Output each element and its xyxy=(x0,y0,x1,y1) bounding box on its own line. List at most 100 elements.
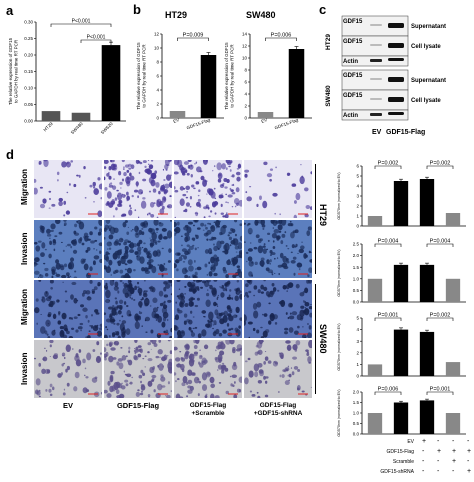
cell-mark xyxy=(44,290,49,298)
cell-mark xyxy=(269,262,271,265)
y-tick-label: 2 xyxy=(356,350,359,355)
cell-mark xyxy=(146,169,153,175)
cell-mark xyxy=(194,234,197,237)
cell-mark xyxy=(224,367,229,372)
cell-mark xyxy=(186,244,190,247)
microscopy-background xyxy=(244,160,312,218)
cell-mark xyxy=(65,300,68,303)
cell-mark xyxy=(120,187,122,189)
y-axis-label: to GAPDH by real time RT PCR xyxy=(142,44,147,108)
cell-mark xyxy=(204,263,208,268)
cell-mark xyxy=(108,355,114,363)
cell-mark xyxy=(143,247,148,253)
cell-mark xyxy=(169,350,172,355)
cell-mark xyxy=(70,294,74,300)
cell-mark xyxy=(215,328,220,335)
cell-mark xyxy=(116,195,119,197)
western-blot: GDF15 Supernatant GDF15 Cell lysate Actin GDF… xyxy=(322,12,472,142)
cell-mark xyxy=(62,281,64,283)
cell-mark xyxy=(107,225,113,230)
cell-mark xyxy=(116,305,119,309)
cell-mark xyxy=(67,262,73,270)
cell-mark xyxy=(170,174,172,177)
cell-mark xyxy=(42,356,48,362)
cell-mark xyxy=(85,315,88,319)
cell-mark xyxy=(105,266,112,274)
cell-mark xyxy=(148,190,152,193)
treatment-row: EV + - - - xyxy=(380,438,474,448)
cell-mark xyxy=(151,232,157,241)
cell-mark xyxy=(309,251,312,253)
cell-mark xyxy=(106,393,112,398)
microscopy-background xyxy=(34,160,102,218)
cell-mark xyxy=(174,221,177,228)
cell-mark xyxy=(236,280,240,283)
treatment-row: GDF15-shRNA - - - + xyxy=(380,468,474,478)
cell-mark xyxy=(221,163,226,170)
cell-mark xyxy=(260,284,264,290)
cell-mark xyxy=(266,173,273,178)
cell-line-label: SW480 xyxy=(318,324,328,354)
cell-mark xyxy=(53,248,56,252)
cell-mark xyxy=(169,336,172,338)
y-tick-label: 1 xyxy=(356,362,359,367)
cell-mark xyxy=(186,190,188,193)
y-tick-label: 5 xyxy=(356,316,359,321)
treatment-table: EV + - - - GDF15-Flag - + + + Scramble - - + - GDF15-sh… xyxy=(380,438,474,482)
cell-mark xyxy=(118,362,124,370)
microscopy-image xyxy=(244,280,312,338)
cell-mark xyxy=(41,297,46,303)
cell-mark xyxy=(104,389,108,394)
y-tick-label: 1.5 xyxy=(353,265,360,270)
cell-mark xyxy=(149,237,151,239)
cell-mark xyxy=(87,319,90,323)
cell-mark xyxy=(127,280,132,284)
cell-mark xyxy=(180,363,185,371)
cell-mark xyxy=(174,186,176,190)
cell-mark xyxy=(128,313,132,317)
cell-mark xyxy=(308,306,312,310)
cell-mark xyxy=(197,333,202,338)
cell-mark xyxy=(126,191,129,196)
cell-mark xyxy=(123,262,126,264)
blot-protein-label: GDF15 xyxy=(343,93,363,99)
cell-mark xyxy=(141,390,143,393)
cell-mark xyxy=(304,308,310,316)
cell-mark xyxy=(216,296,219,298)
cell-mark xyxy=(86,352,92,361)
p-value-label: P<0.001 xyxy=(87,35,106,41)
blot-band-ev xyxy=(370,98,382,100)
cell-mark xyxy=(254,371,259,378)
y-tick-label: 4 xyxy=(156,88,159,93)
cell-mark xyxy=(189,310,193,314)
bar xyxy=(200,55,217,118)
cell-mark xyxy=(119,269,124,274)
microscopy-image xyxy=(174,280,242,338)
cell-mark xyxy=(153,343,158,348)
cell-mark xyxy=(253,246,258,250)
cell-mark xyxy=(109,183,111,186)
cell-mark xyxy=(127,359,133,366)
y-tick-label: 5 xyxy=(356,174,359,179)
cell-mark xyxy=(40,326,46,334)
cell-mark xyxy=(178,288,181,290)
cell-mark xyxy=(43,160,49,168)
cell-mark xyxy=(114,197,118,201)
cell-mark xyxy=(47,311,52,316)
cell-mark xyxy=(44,267,49,272)
cell-mark xyxy=(85,389,90,393)
cell-mark xyxy=(174,263,177,269)
cell-mark xyxy=(212,331,217,337)
cell-mark xyxy=(211,319,214,323)
cell-mark xyxy=(56,299,60,303)
cell-mark xyxy=(58,231,63,235)
bar xyxy=(101,45,121,121)
cell-mark xyxy=(210,393,215,398)
cell-mark xyxy=(77,326,83,330)
x-tick-label: HT29 xyxy=(42,121,54,133)
cell-mark xyxy=(73,276,78,278)
cell-mark xyxy=(306,230,311,237)
cell-mark xyxy=(49,356,52,358)
cell-mark xyxy=(264,394,269,398)
cell-mark xyxy=(124,379,129,383)
